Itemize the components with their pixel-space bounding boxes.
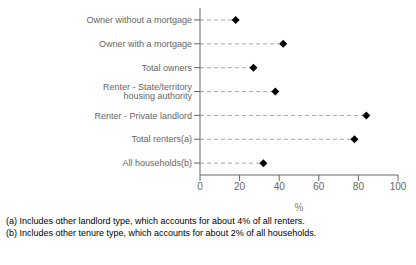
html-text:(a) Includes other landlord ty: (a) Includes other landlord type, which … bbox=[6, 216, 305, 226]
svg-text:Total renters(a): Total renters(a) bbox=[131, 134, 192, 144]
svg-text:Renter - Private landlord: Renter - Private landlord bbox=[94, 111, 192, 121]
svg-text:Owner without a mortgage: Owner without a mortgage bbox=[86, 15, 192, 25]
html-text:(b) Includes other tenure type: (b) Includes other tenure type, which ac… bbox=[6, 228, 317, 238]
svg-text:80: 80 bbox=[353, 181, 365, 192]
svg-text:All households(b): All households(b) bbox=[122, 158, 192, 168]
svg-text:Renter - State/territoryhousin: Renter - State/territoryhousing authorit… bbox=[103, 82, 193, 101]
svg-text:100: 100 bbox=[390, 181, 407, 192]
svg-text:0: 0 bbox=[197, 181, 203, 192]
svg-text:Owner with a mortgage: Owner with a mortgage bbox=[99, 39, 192, 49]
svg-text:Total owners: Total owners bbox=[141, 63, 192, 73]
svg-text:20: 20 bbox=[234, 181, 246, 192]
svg-text:60: 60 bbox=[313, 181, 325, 192]
svg-text:40: 40 bbox=[274, 181, 286, 192]
svg-text:%: % bbox=[295, 202, 304, 213]
